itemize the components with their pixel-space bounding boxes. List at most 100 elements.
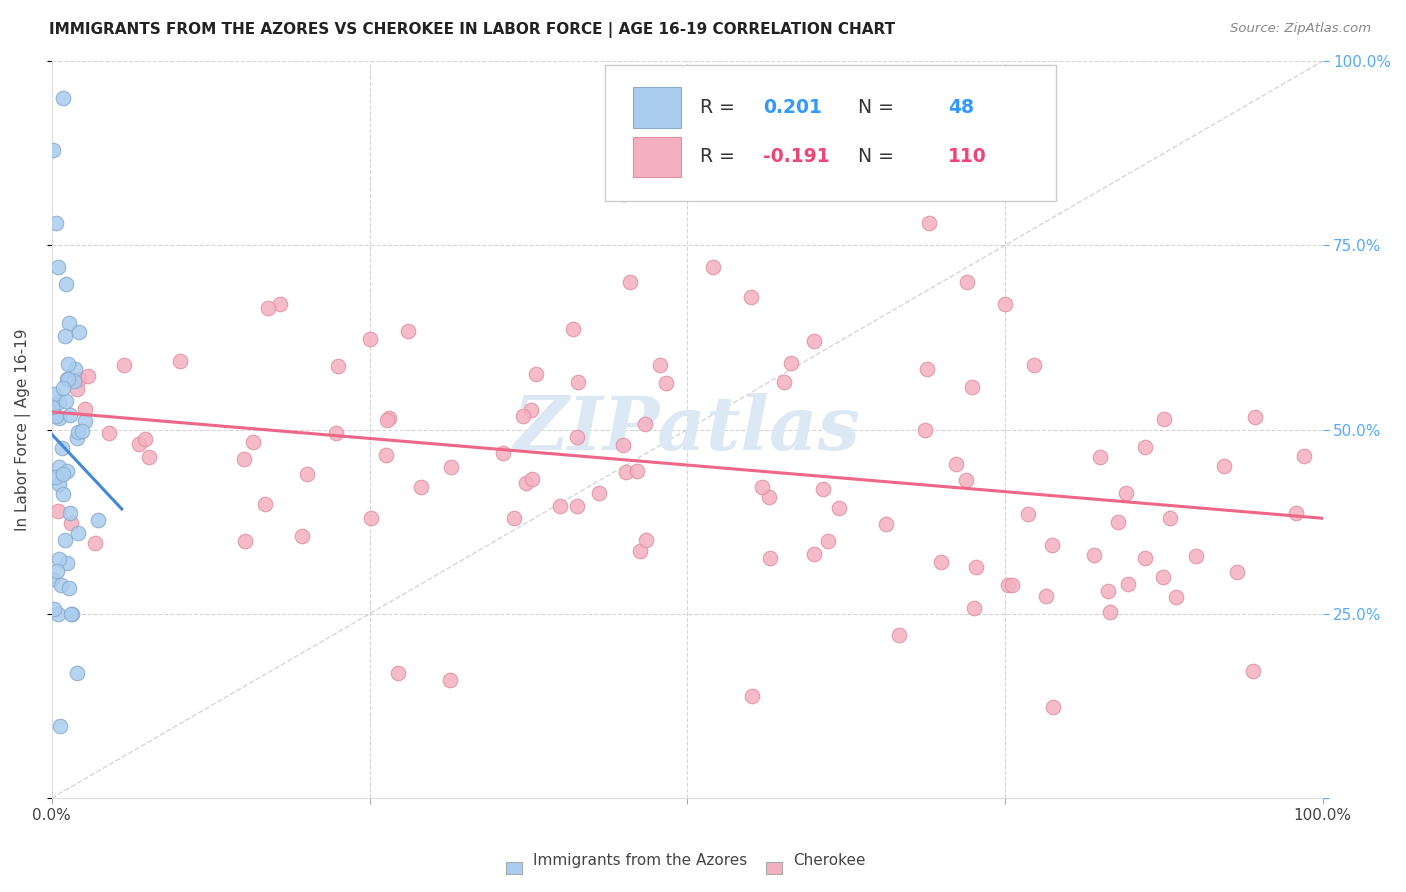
FancyBboxPatch shape	[633, 136, 681, 178]
Point	[702, 260, 724, 275]
Point	[1292, 450, 1315, 464]
Point	[45, 409, 67, 424]
Point	[49, 578, 72, 592]
Point	[758, 550, 780, 565]
Point	[616, 465, 638, 479]
Point	[960, 380, 983, 394]
Point	[56, 372, 79, 386]
FancyBboxPatch shape	[605, 65, 1056, 202]
Point	[58, 581, 80, 595]
Point	[1099, 606, 1122, 620]
Text: -0.191: -0.191	[763, 147, 830, 167]
Point	[567, 375, 589, 389]
Point	[138, 450, 160, 465]
Point	[52, 467, 75, 482]
Point	[439, 673, 461, 687]
Point	[235, 534, 257, 549]
Point	[520, 472, 543, 486]
Point	[328, 359, 350, 373]
Point	[60, 607, 83, 621]
Text: R =: R =	[700, 98, 741, 117]
Point	[1226, 566, 1249, 580]
Point	[396, 324, 419, 338]
Point	[565, 430, 588, 444]
Point	[55, 277, 77, 292]
Point	[887, 628, 910, 642]
Point	[512, 409, 534, 424]
Point	[44, 387, 66, 401]
Point	[612, 438, 634, 452]
Point	[134, 432, 156, 446]
Point	[52, 91, 75, 105]
Point	[651, 164, 673, 178]
Point	[66, 665, 89, 680]
Point	[55, 329, 77, 343]
Point	[1159, 511, 1181, 525]
Point	[59, 506, 82, 520]
Point	[503, 510, 526, 524]
FancyBboxPatch shape	[766, 862, 782, 874]
Point	[112, 358, 135, 372]
Point	[128, 437, 150, 451]
Point	[929, 555, 952, 569]
Point	[46, 260, 69, 275]
Point	[295, 467, 318, 482]
Point	[84, 536, 107, 550]
Point	[63, 362, 86, 376]
Point	[233, 452, 256, 467]
Point	[634, 533, 657, 547]
Point	[914, 423, 936, 437]
Text: R =: R =	[700, 147, 741, 167]
Point	[56, 463, 79, 477]
Point	[52, 486, 75, 500]
Point	[1035, 590, 1057, 604]
Text: N =: N =	[846, 147, 900, 167]
Point	[440, 460, 463, 475]
Point	[955, 473, 977, 487]
Point	[994, 297, 1017, 311]
Point	[59, 516, 82, 531]
Point	[411, 480, 433, 494]
Y-axis label: In Labor Force | Age 16-19: In Labor Force | Age 16-19	[15, 328, 31, 531]
Point	[751, 480, 773, 494]
Point	[997, 578, 1019, 592]
Point	[1185, 549, 1208, 563]
Point	[492, 446, 515, 460]
Point	[965, 559, 987, 574]
Point	[253, 498, 276, 512]
Point	[48, 552, 70, 566]
Point	[945, 457, 967, 471]
Point	[360, 511, 382, 525]
Point	[59, 607, 82, 621]
Point	[56, 372, 79, 386]
Point	[561, 322, 583, 336]
Point	[42, 602, 65, 616]
Point	[613, 186, 636, 201]
Point	[1017, 508, 1039, 522]
Text: ZIPatlas: ZIPatlas	[513, 393, 860, 466]
Point	[1116, 577, 1139, 591]
Point	[1213, 458, 1236, 473]
Point	[1115, 486, 1137, 500]
Point	[803, 334, 825, 348]
Point	[375, 448, 398, 462]
Point	[1133, 550, 1156, 565]
Point	[67, 425, 90, 439]
Point	[520, 402, 543, 417]
Point	[269, 297, 291, 311]
Point	[242, 435, 264, 450]
Point	[1107, 515, 1129, 529]
Point	[565, 500, 588, 514]
Text: Cherokee: Cherokee	[793, 854, 866, 868]
Point	[1097, 583, 1119, 598]
Point	[59, 409, 82, 423]
Point	[46, 607, 69, 621]
Point	[73, 414, 96, 428]
Point	[45, 470, 67, 484]
FancyBboxPatch shape	[506, 862, 522, 874]
Point	[1083, 548, 1105, 562]
Point	[53, 533, 76, 548]
Point	[1133, 440, 1156, 454]
Point	[359, 332, 381, 346]
Point	[375, 413, 398, 427]
